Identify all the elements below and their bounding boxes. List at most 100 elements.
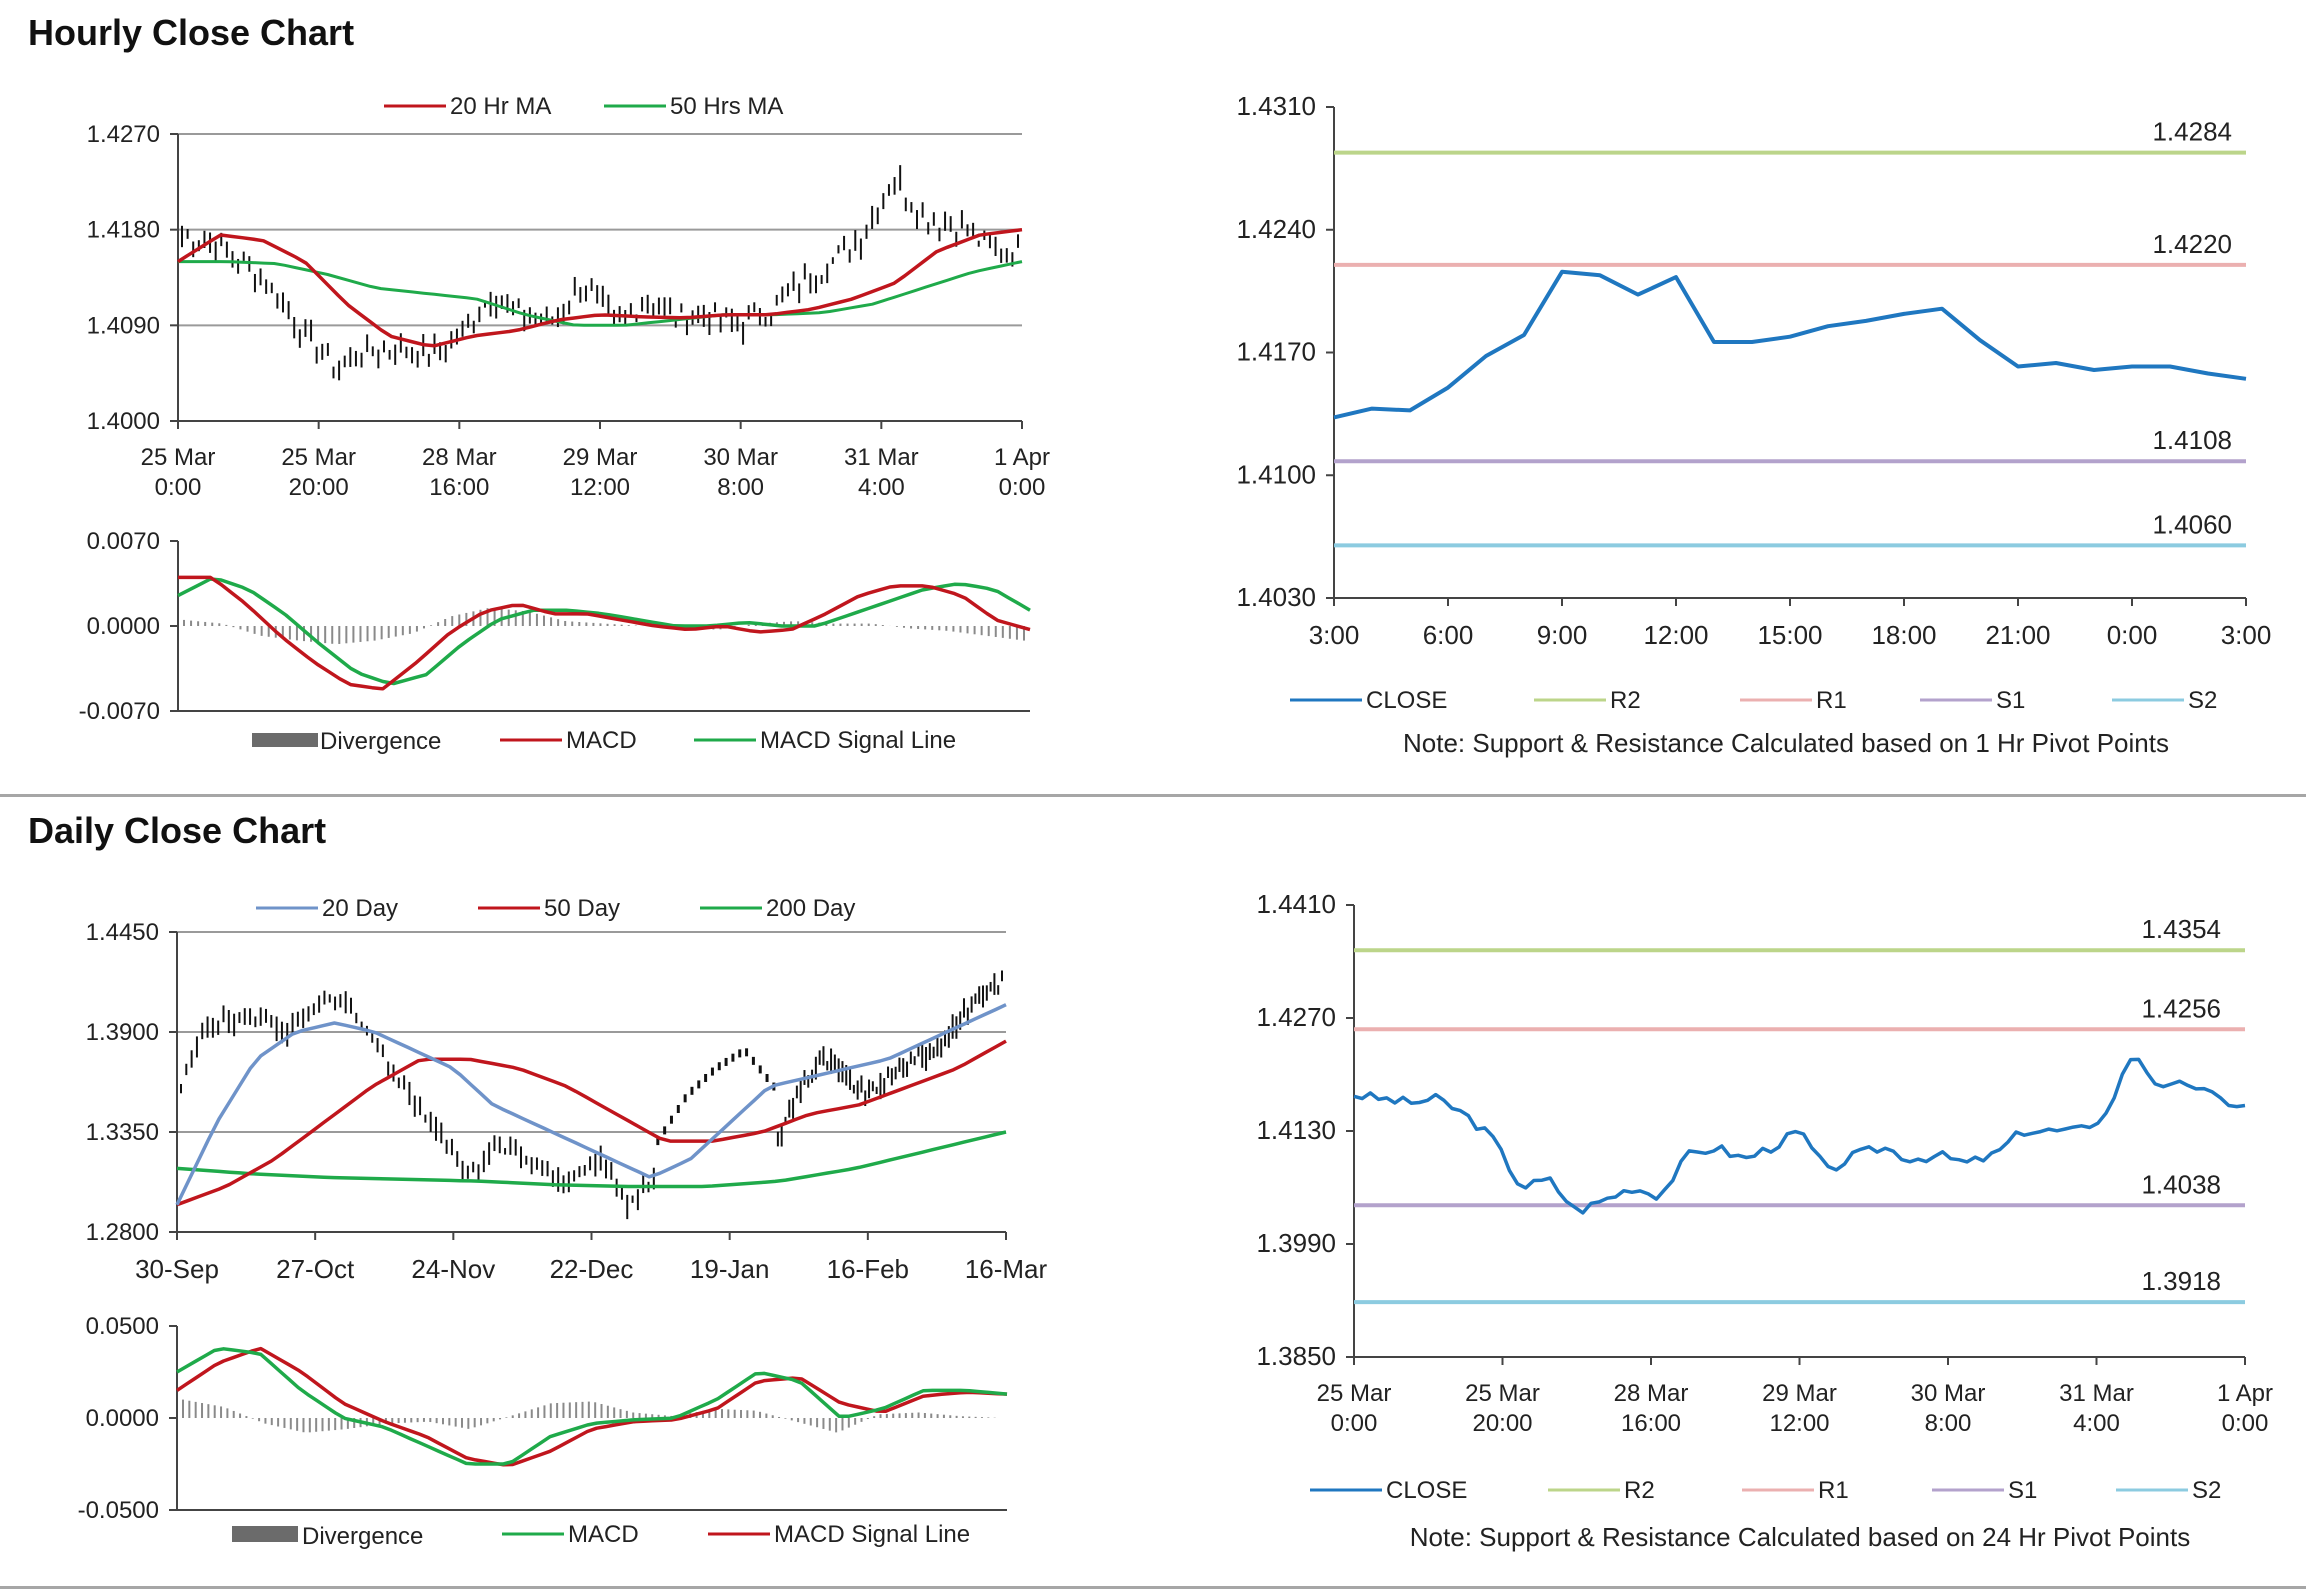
daily-r1-level-label: 1.4256	[2141, 993, 2221, 1023]
daily-price-xtick-label: 27-Oct	[276, 1254, 355, 1284]
hourly-price-xtick-label: 4:00	[858, 474, 905, 501]
daily-price-xtick-label: 24-Nov	[411, 1254, 495, 1284]
daily-price-ytick-label: 1.2800	[86, 1219, 159, 1246]
hourly-price-xtick-label: 20:00	[289, 474, 349, 501]
daily-pivot-xtick-label: 30 Mar	[1911, 1380, 1986, 1407]
daily-pivot-xtick-label: 25 Mar	[1317, 1380, 1392, 1407]
daily-price-ytick-label: 1.3900	[86, 1019, 159, 1046]
hourly-price-xtick-label: 0:00	[155, 474, 202, 501]
daily-divergence-legend-label: Divergence	[302, 1523, 423, 1550]
daily-pivot-ytick-label: 1.4410	[1256, 889, 1336, 919]
hourly-50hrs-ma-legend-label: 50 Hrs MA	[670, 93, 783, 120]
hourly-macd-ytick-label: 0.0000	[87, 613, 160, 640]
hourly-price-xtick-label: 25 Mar	[281, 444, 356, 471]
hourly-pivot-s1-legend-label: S1	[1996, 687, 2025, 714]
section-divider-bottom	[0, 1586, 2306, 1589]
hourly-pivot-xtick-label: 21:00	[1985, 620, 2050, 650]
daily-s2-level-label: 1.3918	[2141, 1266, 2221, 1296]
daily-pivot-xtick-label: 28 Mar	[1614, 1380, 1689, 1407]
daily-macd-ytick-label: 0.0500	[86, 1313, 159, 1340]
daily-macd-legend-label: MACD	[568, 1521, 639, 1548]
hourly-pivot-xtick-label: 9:00	[1537, 620, 1588, 650]
daily-pivot-ytick-label: 1.4270	[1256, 1002, 1336, 1032]
daily-macd-line	[176, 1347, 1008, 1466]
daily-macd-ytick-label: 0.0000	[86, 1405, 159, 1432]
hourly-price-ytick-label: 1.4000	[87, 408, 160, 435]
hourly-divergence-legend-label: Divergence	[320, 728, 441, 755]
daily-pivot-ytick-label: 1.3990	[1256, 1228, 1336, 1258]
hourly-macd-legend-label: MACD	[566, 727, 637, 754]
section-divider-top	[0, 794, 2306, 797]
hourly-pivot-r2-legend-label: R2	[1610, 687, 1641, 714]
hourly-20hr-ma-legend-label: 20 Hr MA	[450, 93, 551, 120]
hourly-pivot-s2-legend-label: S2	[2188, 687, 2217, 714]
hourly-price-ytick-label: 1.4270	[87, 121, 160, 148]
hourly-50hr-ma-line	[178, 260, 1023, 327]
daily-pivot-r1-legend-label: R1	[1818, 1477, 1849, 1504]
hourly-price-xtick-label: 25 Mar	[141, 444, 216, 471]
hourly-price-ytick-label: 1.4180	[87, 217, 160, 244]
daily-pivot-ytick-label: 1.3850	[1256, 1341, 1336, 1371]
daily-200day-line	[176, 1130, 1007, 1189]
hourly-20hr-ma-line	[177, 227, 1023, 348]
hourly-s1-level-label: 1.4108	[2152, 425, 2232, 455]
hourly-price-xtick-label: 0:00	[999, 474, 1046, 501]
hourly-price-ytick-label: 1.4090	[87, 312, 160, 339]
daily-divergence-legend-swatch	[232, 1526, 298, 1542]
daily-section-title: Daily Close Chart	[28, 810, 327, 851]
daily-close-line	[1353, 1057, 2246, 1215]
daily-price-xtick-label: 19-Jan	[690, 1254, 770, 1284]
hourly-price-xtick-label: 12:00	[570, 474, 630, 501]
hourly-pivot-ytick-label: 1.4170	[1236, 337, 1316, 367]
daily-pivot-close-legend-label: CLOSE	[1386, 1477, 1467, 1504]
hourly-close-line	[1333, 269, 2247, 420]
hourly-price-xtick-label: 30 Mar	[703, 444, 778, 471]
hourly-pivot-ytick-label: 1.4100	[1236, 459, 1316, 489]
daily-s1-level-label: 1.4038	[2141, 1169, 2221, 1199]
daily-macd-signal-line	[176, 1346, 1008, 1467]
hourly-pivot-ytick-label: 1.4240	[1236, 214, 1316, 244]
hourly-r1-level-label: 1.4220	[2152, 229, 2232, 259]
hourly-pivot-xtick-label: 6:00	[1423, 620, 1474, 650]
hourly-price-xtick-label: 8:00	[717, 474, 764, 501]
hourly-price-xtick-label: 16:00	[429, 474, 489, 501]
hourly-divergence-legend-swatch	[252, 733, 318, 747]
hourly-macd-signal-line	[177, 577, 1031, 686]
hourly-pivot-xtick-label: 3:00	[1309, 620, 1360, 650]
hourly-price-xtick-label: 28 Mar	[422, 444, 497, 471]
daily-pivot-xtick-label: 20:00	[1472, 1410, 1532, 1437]
daily-pivot-xtick-label: 12:00	[1769, 1410, 1829, 1437]
hourly-macd-ytick-label: -0.0070	[79, 698, 160, 725]
daily-pivot-r2-legend-label: R2	[1624, 1477, 1655, 1504]
daily-50day-line	[176, 1039, 1007, 1207]
daily-50day-legend-label: 50 Day	[544, 895, 620, 922]
daily-200day-legend-label: 200 Day	[766, 895, 855, 922]
daily-macd-signal-legend-label: MACD Signal Line	[774, 1521, 970, 1548]
daily-pivot-xtick-label: 25 Mar	[1465, 1380, 1540, 1407]
hourly-price-xtick-label: 29 Mar	[563, 444, 638, 471]
hourly-r2-level-label: 1.4284	[2152, 117, 2232, 147]
daily-pivot-s1-legend-label: S1	[2008, 1477, 2037, 1504]
daily-pivot-ytick-label: 1.4130	[1256, 1115, 1336, 1145]
daily-pivot-xtick-label: 4:00	[2073, 1410, 2120, 1437]
hourly-pivot-close-legend-label: CLOSE	[1366, 687, 1447, 714]
daily-price-ytick-label: 1.4450	[86, 919, 159, 946]
daily-macd-ytick-label: -0.0500	[78, 1497, 159, 1524]
hourly-pivot-xtick-label: 15:00	[1757, 620, 1822, 650]
daily-r2-level-label: 1.4354	[2141, 914, 2221, 944]
daily-pivot-xtick-label: 1 Apr	[2217, 1380, 2273, 1407]
hourly-macd-signal-legend-label: MACD Signal Line	[760, 727, 956, 754]
hourly-section-title: Hourly Close Chart	[28, 12, 355, 53]
daily-pivot-xtick-label: 8:00	[1925, 1410, 1972, 1437]
daily-pivot-xtick-label: 16:00	[1621, 1410, 1681, 1437]
daily-20day-line	[175, 1003, 1007, 1206]
hourly-pivot-r1-legend-label: R1	[1816, 687, 1847, 714]
hourly-macd-line	[178, 575, 1031, 691]
daily-pivot-s2-legend-label: S2	[2192, 1477, 2221, 1504]
hourly-pivot-ytick-label: 1.4030	[1236, 582, 1316, 612]
daily-price-xtick-label: 22-Dec	[550, 1254, 634, 1284]
hourly-s2-level-label: 1.4060	[2152, 509, 2232, 539]
daily-price-ytick-label: 1.3350	[86, 1119, 159, 1146]
daily-price-xtick-label: 30-Sep	[135, 1254, 219, 1284]
